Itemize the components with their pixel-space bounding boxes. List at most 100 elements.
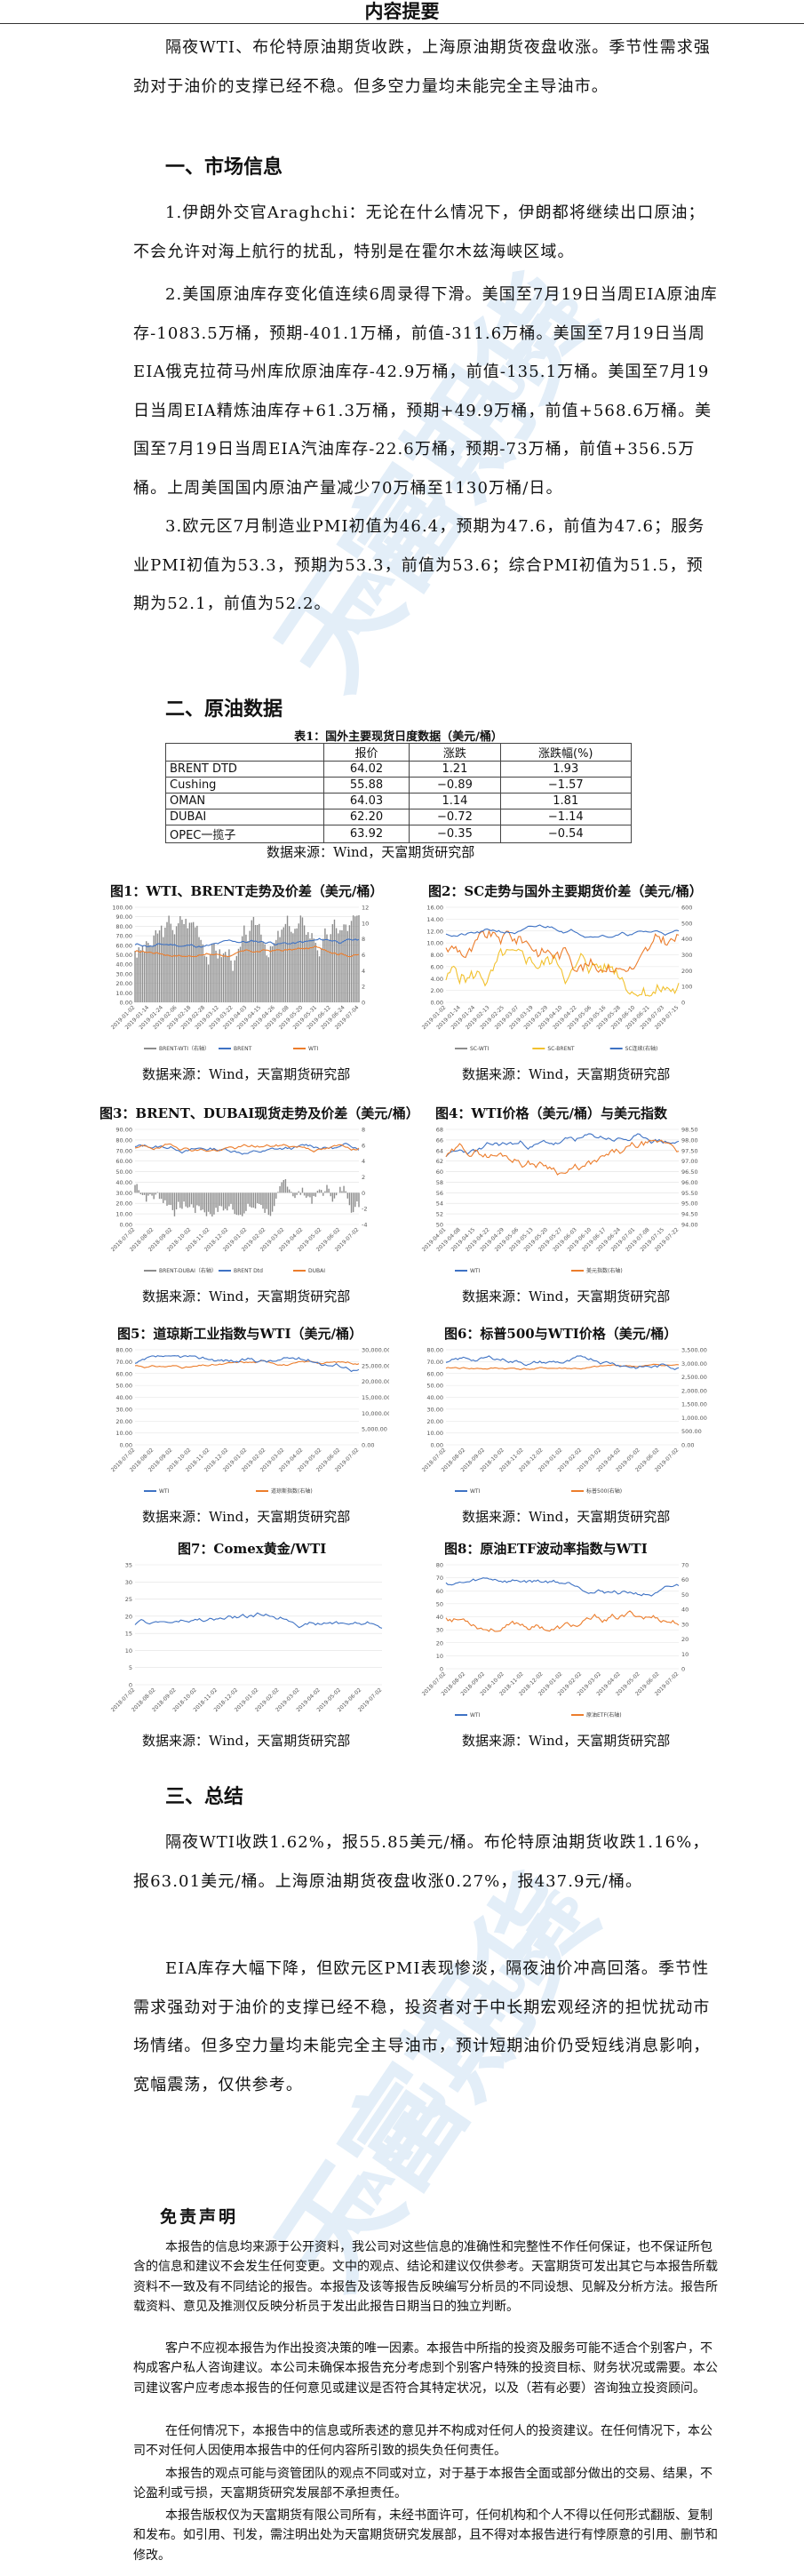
y-tick-label: 64: [436, 1147, 443, 1154]
chart-figure-6: 0.00 10.00 20.00 30.00 40.00 50.00 60.00 70.00 8…: [416, 1344, 709, 1500]
y-tick-label: 70: [436, 1575, 443, 1582]
y-tick-label: 98.50: [681, 1127, 698, 1134]
legend-label: SC-WTI: [470, 1046, 490, 1052]
y-tick-label: 30: [436, 1627, 443, 1634]
y-tick-label: 200: [681, 968, 692, 975]
series-line: [445, 929, 680, 973]
conclusion-paragraph-2: EIA库存大幅下降，但欧元区PMI表现惨淡，隔夜油价冲高回落。季节性需求强劲对于…: [133, 1959, 711, 2094]
table-cell: BRENT DTD: [165, 761, 324, 778]
legend-label: WTI: [470, 1712, 481, 1719]
table-row: OPEC一揽子 63.92 −0.35 −0.54: [165, 825, 633, 843]
y-tick-label: 50: [436, 1600, 443, 1607]
y-tick-label: 95.00: [681, 1200, 698, 1208]
legend-label: 标普500(右轴): [586, 1487, 622, 1495]
table-cell: 1.81: [499, 793, 633, 809]
y-tick-label: 70.00: [115, 933, 132, 940]
legend-label: WTI: [470, 1268, 481, 1274]
series-line: [134, 1612, 383, 1629]
y-tick-label: 10.00: [426, 940, 443, 947]
y-tick-label: 30: [125, 1579, 132, 1586]
series-line: [134, 1355, 360, 1373]
y-tick-label: 6: [362, 952, 365, 959]
y-tick-label: 0: [681, 1666, 685, 1673]
summary-paragraph: 隔夜WTI、布伦特原油期货收跌，上海原油期货夜盘收涨。季节性需求强劲对于油价的支…: [133, 38, 711, 96]
table-cell: OPEC一揽子: [165, 825, 324, 843]
legend-label: BRENT-WTI（右轴）: [159, 1045, 210, 1052]
chart-figure-1: 0.00 10.00 20.00 30.00 40.00 50.00 60.00 70.00 8…: [105, 902, 389, 1057]
figure-7-title: 图7：Comex黄金/WTI: [178, 1541, 327, 1557]
y-tick-label: 15: [125, 1631, 132, 1638]
y-tick-label: 56: [436, 1190, 443, 1197]
y-tick-label: 80: [436, 1562, 443, 1569]
y-tick-label: 20: [436, 1639, 443, 1647]
figure-8-title: 图8：原油ETF波动率指数与WTI: [444, 1541, 648, 1557]
figure-2-title: 图2：SC走势与国外主要期货价差（美元/桶）: [428, 883, 703, 899]
series-line: [445, 1577, 680, 1597]
y-tick-label: 10: [125, 1647, 132, 1655]
table-header: 涨跌幅(%): [499, 743, 633, 762]
y-tick-label: 400: [681, 936, 692, 943]
figure-source: 数据来源：Wind，天富期货研究部: [142, 1509, 351, 1525]
y-tick-label: 100: [681, 984, 692, 991]
y-tick-label: 4: [362, 1158, 365, 1165]
y-tick-label: 10.00: [115, 1211, 132, 1218]
y-tick-label: 30.00: [115, 970, 132, 977]
y-tick-label: 54: [436, 1200, 443, 1208]
y-tick-label: 60.00: [115, 1370, 132, 1377]
chart-figure-3: 0.00 10.00 20.00 30.00 40.00 50.00 60.00 70.00 8…: [105, 1124, 389, 1280]
y-tick-label: 10.00: [115, 990, 132, 997]
y-tick-label: 0.00: [362, 1442, 374, 1449]
y-tick-label: 0: [129, 1682, 132, 1689]
market-item-2: 2.美国原油库存变化值连续6周录得下滑。美国至7月19日当周EIA原油库存-10…: [133, 285, 718, 498]
chart-svg: 50 52 54 56 58 60 62 64 66 68 94.00 94.50 95.00 95.50…: [421, 1127, 698, 1275]
series-line: [134, 1360, 360, 1369]
y-tick-label: 0.00: [431, 1442, 443, 1449]
y-tick-label: 50.00: [426, 1383, 443, 1390]
legend-label: SC连续(右轴): [625, 1045, 658, 1052]
y-tick-label: 20.00: [115, 1200, 132, 1208]
y-tick-label: 8.00: [431, 952, 443, 959]
section2-title: 二、原油数据: [165, 698, 283, 721]
y-tick-label: 58: [436, 1179, 443, 1186]
disclaimer-paragraph: 本报告的观点可能与资管团队的观点不同或对立，对于基于本报告全面或部分做出的交易、…: [133, 2467, 712, 2501]
legend-label: BRENT Dtd: [234, 1268, 263, 1274]
figure-4-title: 图4：WTI价格（美元/桶）与美元指数: [435, 1105, 667, 1121]
figure-source: 数据来源：Wind，天富期货研究部: [462, 1509, 671, 1525]
y-tick-label: 0: [681, 1000, 685, 1007]
y-tick-label: 60: [436, 1588, 443, 1595]
y-tick-label: 5: [129, 1664, 132, 1671]
disclaimer-paragraph: 在任何情况下，本报告中的信息或所表述的意见并不构成对任何人的投资建议。在任何情况…: [133, 2424, 712, 2459]
y-tick-label: 40.00: [115, 1179, 132, 1186]
series-line: [445, 947, 680, 997]
legend-label: BRENT: [234, 1046, 252, 1052]
series-line: [445, 1355, 680, 1371]
y-tick-label: 60.00: [426, 1370, 443, 1377]
y-tick-label: 80.00: [115, 1347, 132, 1354]
y-tick-label: 6.00: [431, 963, 443, 970]
y-tick-label: 80.00: [426, 1347, 443, 1354]
y-tick-label: 20.00: [115, 1418, 132, 1425]
table-header: 报价: [322, 743, 410, 762]
y-tick-label: 30: [681, 1621, 689, 1628]
y-tick-label: 50.00: [115, 952, 132, 959]
table-source: 数据来源：Wind，天富期货研究部: [267, 844, 475, 860]
legend-label: 美元指数(右轴): [586, 1267, 623, 1274]
market-item-1: 1.伊朗外交官Araghchi：无论在什么情况下，伊朗都将继续出口原油；不会允许…: [133, 203, 705, 261]
y-tick-label: 60: [681, 1576, 689, 1583]
chart-figure-5: 0.00 10.00 20.00 30.00 40.00 50.00 60.00 70.00 8…: [105, 1344, 389, 1500]
y-tick-label: 500.00: [681, 1428, 702, 1435]
series-line: [134, 937, 360, 948]
figure-3-title: 图3：BRENT、DUBAI现货走势及价差（美元/桶）: [100, 1105, 419, 1121]
legend-label: DUBAI: [308, 1268, 325, 1274]
y-tick-label: 30,000.00: [362, 1347, 389, 1354]
section1-title: 一、市场信息: [165, 156, 283, 179]
y-tick-label: 97.50: [681, 1147, 698, 1154]
y-tick-label: 15,000.00: [362, 1394, 389, 1401]
series-line: [445, 1139, 680, 1176]
disclaimer-paragraph: 本报告版权仅为天富期货有限公司所有，未经书面许可，任何机构和个人不得以任何形式翻…: [133, 2508, 718, 2563]
y-tick-label: 68: [436, 1127, 443, 1134]
chart-figure-4: 50 52 54 56 58 60 62 64 66 68 94.00 94.50 95.00 95.50…: [416, 1124, 709, 1280]
y-tick-label: 95.50: [681, 1190, 698, 1197]
figure-source: 数据来源：Wind，天富期货研究部: [462, 1288, 671, 1304]
